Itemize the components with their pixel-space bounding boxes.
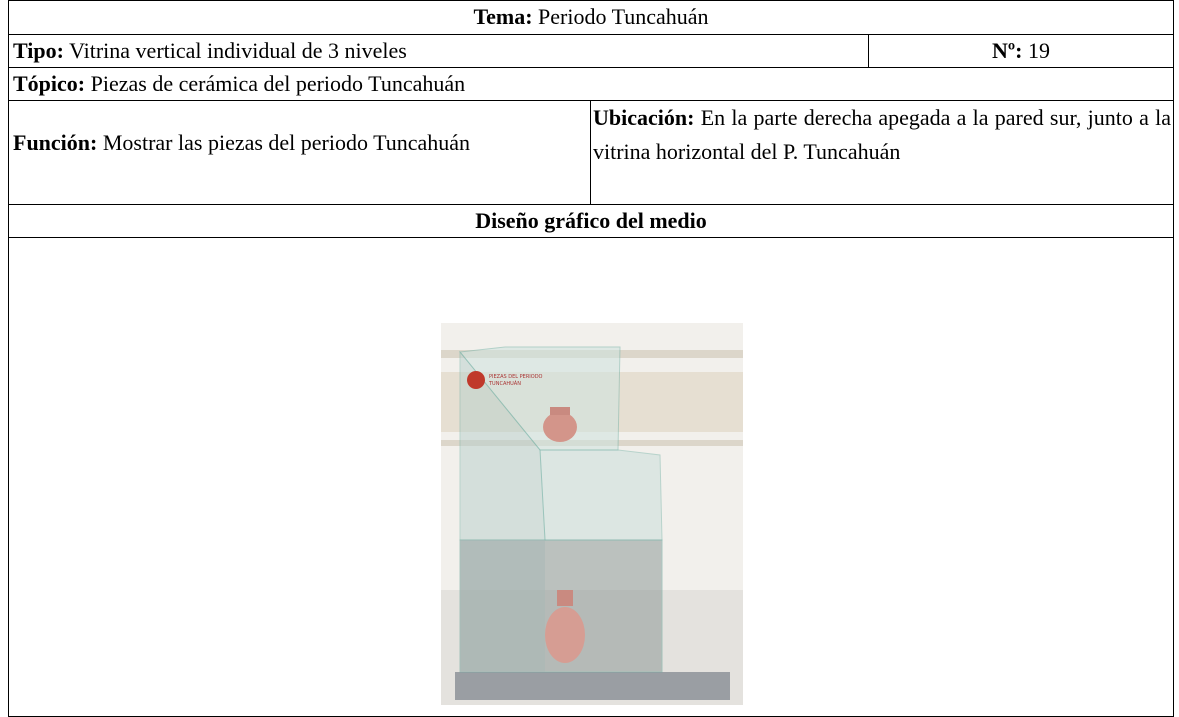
text: 19 <box>1027 38 1050 63</box>
image-label: PIEZAS DEL PERIODO <box>489 374 543 380</box>
label: Tópico: <box>13 71 86 96</box>
image-cell: PIEZAS DEL PERIODO TUNCAHUÁN <box>8 237 1174 717</box>
numero-cell: Nº: 19 <box>868 34 1174 68</box>
label: Tipo: <box>13 38 64 63</box>
tema-cell: Tema: Periodo Tuncahuán <box>8 0 1174 35</box>
label: Ubicación: <box>593 105 695 130</box>
text: Vitrina vertical individual de 3 niveles <box>69 38 407 63</box>
topico-cell: Tópico: Piezas de cerámica del periodo T… <box>8 67 1174 101</box>
ubicacion-cell: Ubicación: En la parte derecha apegada a… <box>590 100 1174 205</box>
label: Nº: <box>992 38 1023 63</box>
text: Mostrar las piezas del periodo Tuncahuán <box>102 130 471 155</box>
image-label: TUNCAHUÁN <box>488 380 521 387</box>
title: Diseño gráfico del medio <box>475 208 707 233</box>
label: Tema: <box>473 4 533 29</box>
text: Piezas de cerámica del periodo Tuncahuán <box>90 71 466 96</box>
label: Función: <box>13 130 98 155</box>
tipo-cell: Tipo: Vitrina vertical individual de 3 n… <box>8 34 869 68</box>
showcase-illustration: PIEZAS DEL PERIODO TUNCAHUÁN <box>441 323 743 705</box>
text: En la parte derecha apegada a la pared s… <box>593 105 1171 164</box>
text: Periodo Tuncahuán <box>538 4 709 29</box>
funcion-cell: Función: Mostrar las piezas del periodo … <box>8 100 591 205</box>
diseno-cell: Diseño gráfico del medio <box>8 204 1174 238</box>
